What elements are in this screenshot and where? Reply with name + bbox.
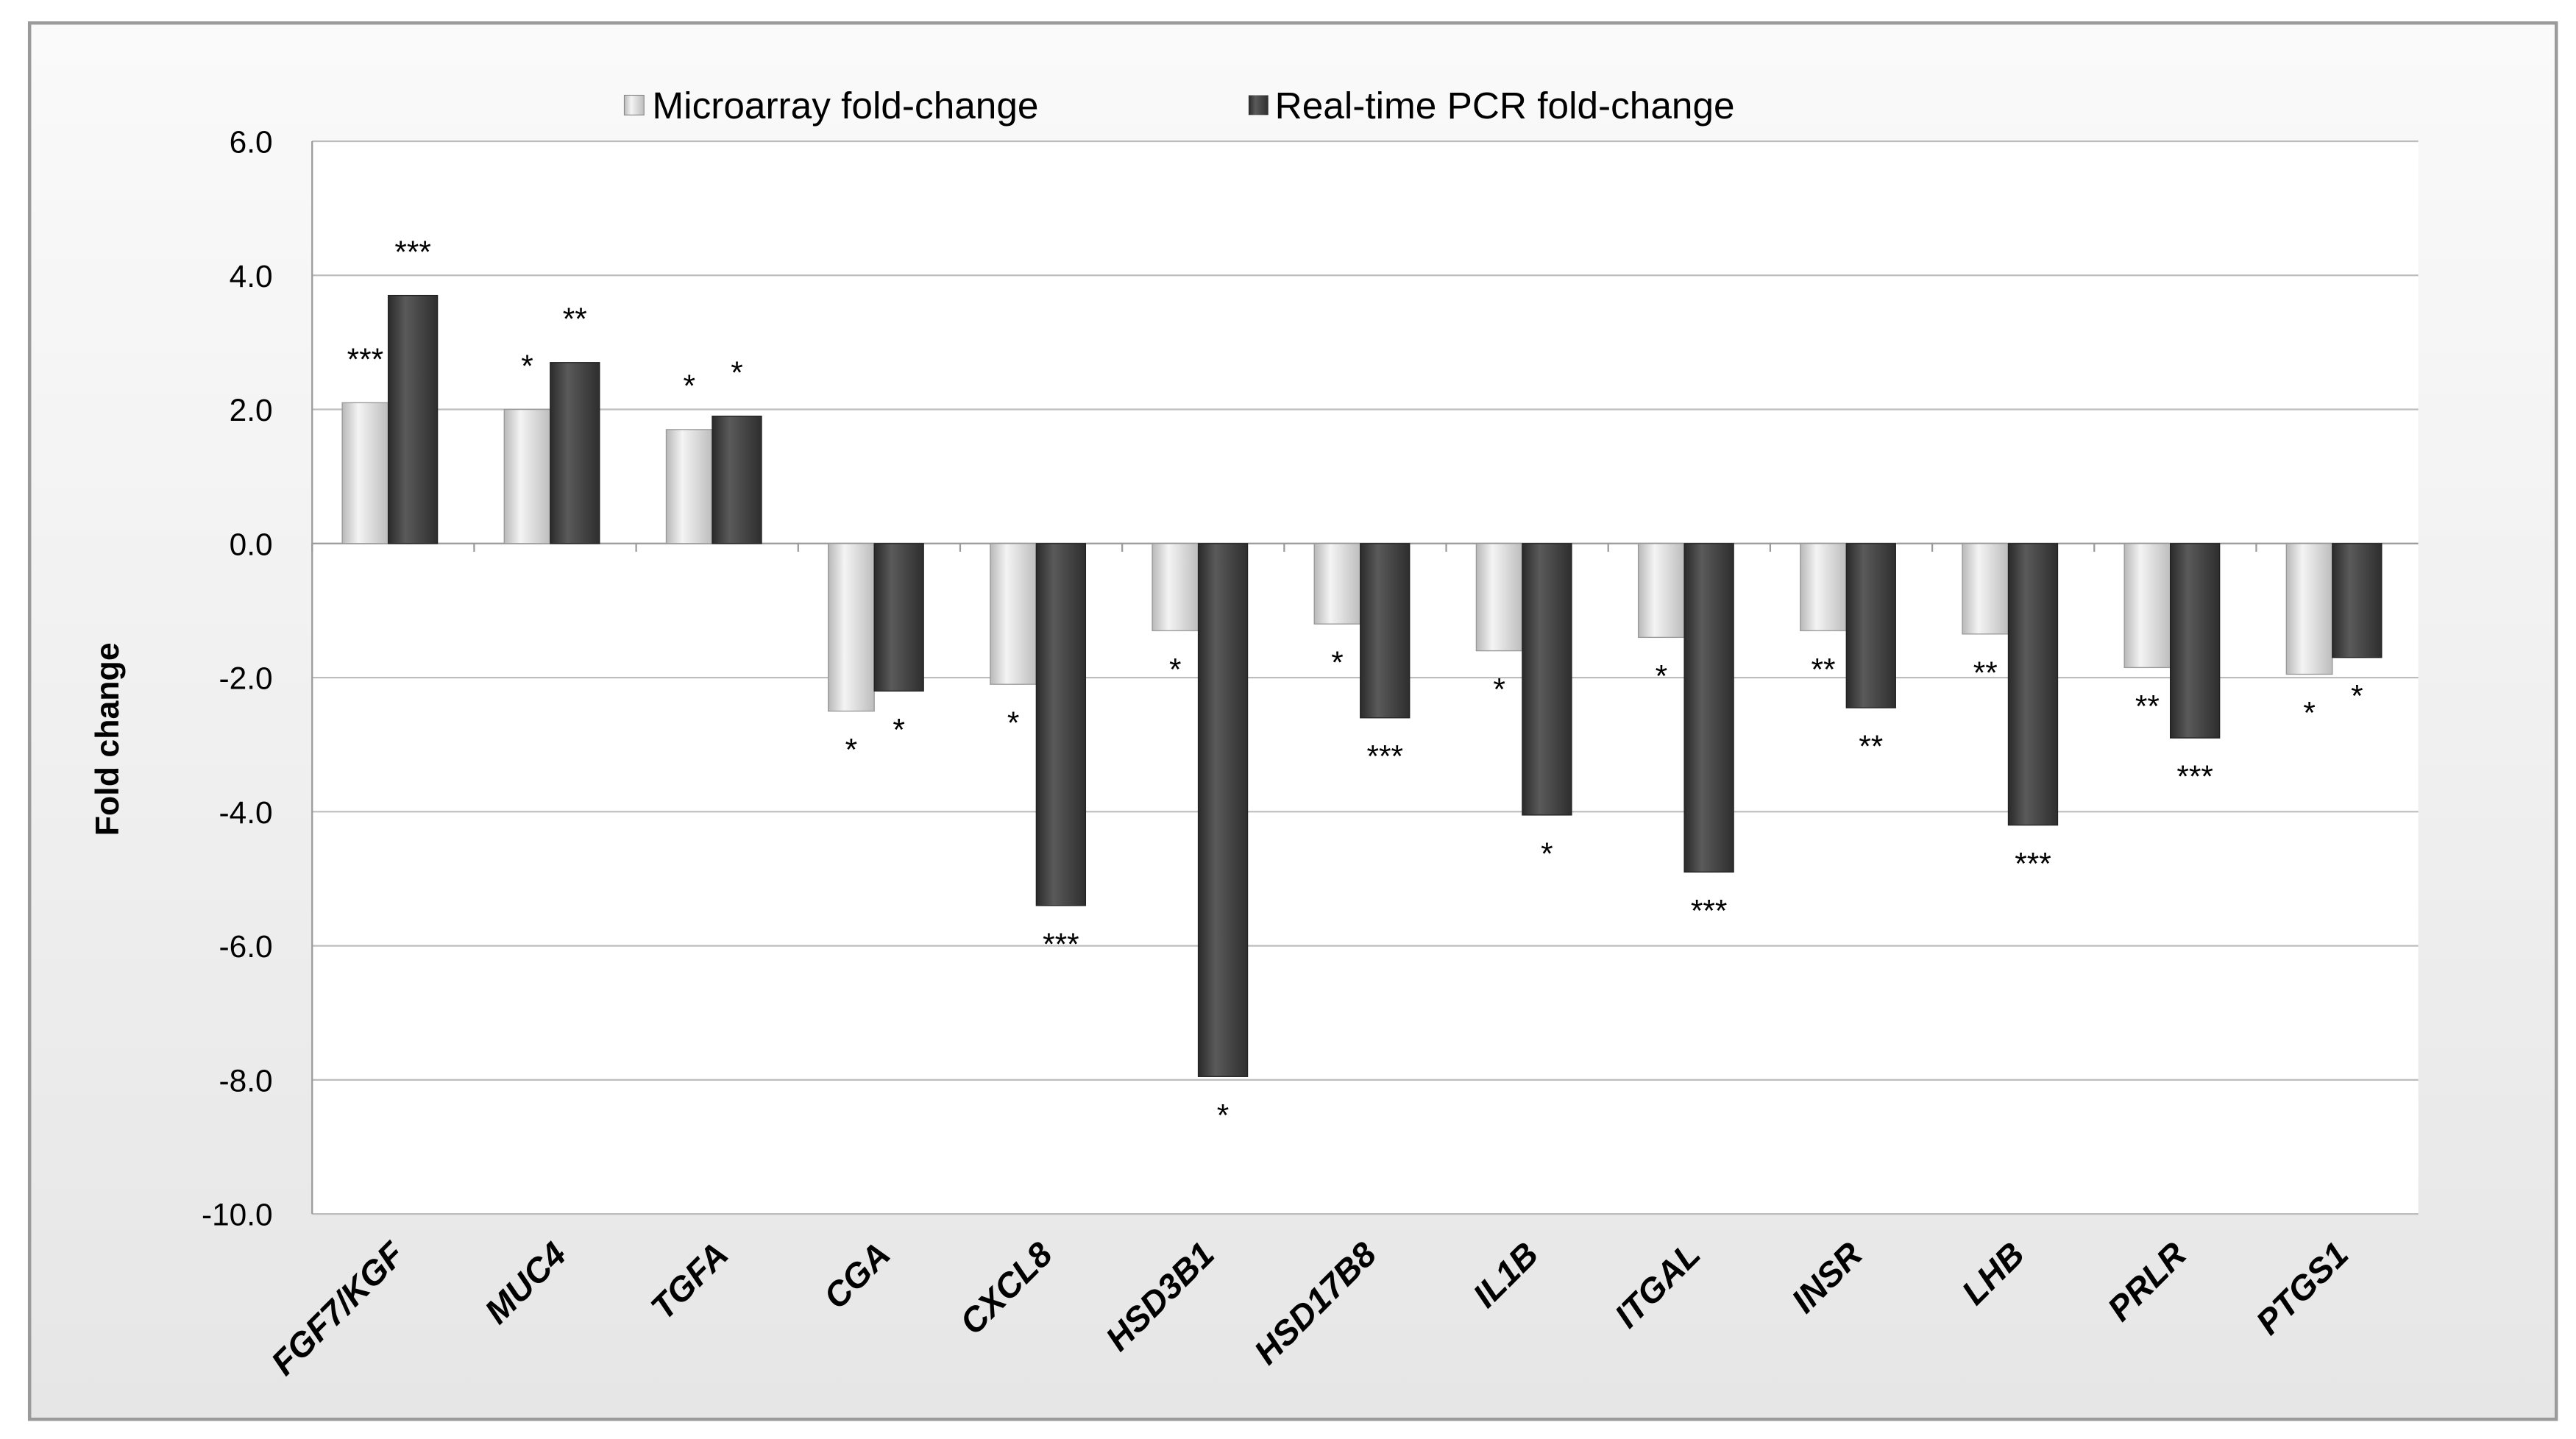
significance-label: * (683, 369, 695, 403)
y-tick-label: 4.0 (230, 259, 273, 294)
bar-microarray (503, 408, 551, 544)
y-tick-label: -10.0 (202, 1198, 273, 1232)
bar-pcr (2170, 543, 2221, 739)
bar-microarray (2285, 543, 2333, 675)
significance-label: ** (1973, 655, 1998, 690)
y-tick-label: -2.0 (219, 661, 273, 696)
legend-label-pcr: Real-time PCR fold-change (1275, 85, 1735, 127)
significance-label: *** (1691, 893, 1728, 928)
bar-microarray (1637, 543, 1685, 639)
bar-microarray (1962, 543, 2009, 635)
y-tick-label: 6.0 (230, 125, 273, 160)
significance-label: *** (1366, 739, 1403, 774)
bar-pcr (1845, 543, 1896, 708)
significance-label: * (731, 355, 743, 390)
legend-swatch-microarray (623, 94, 645, 116)
significance-label: ** (563, 302, 587, 336)
significance-label: * (1493, 672, 1505, 707)
y-axis-title: Fold change (90, 642, 126, 836)
bar-microarray (990, 543, 1037, 685)
significance-label: * (1541, 836, 1553, 871)
significance-label: * (893, 712, 905, 747)
bar-pcr (1522, 543, 1572, 816)
significance-label: * (1169, 652, 1182, 686)
significance-label: * (2303, 695, 2316, 730)
legend-label-microarray: Microarray fold-change (652, 85, 1038, 127)
bar-pcr (2007, 543, 2059, 826)
bar-pcr (1683, 543, 1734, 873)
bar-pcr (550, 362, 600, 544)
bar-microarray (1800, 543, 1847, 631)
significance-label: * (1656, 658, 1668, 693)
significance-label: ** (2135, 689, 2160, 723)
bar-pcr (712, 415, 762, 544)
bar-pcr (1197, 543, 1249, 1077)
bar-pcr (2332, 543, 2382, 658)
bar-pcr (873, 543, 924, 692)
significance-label: *** (394, 235, 431, 269)
significance-label: * (845, 733, 858, 767)
bar-microarray (827, 543, 875, 712)
bar-microarray (341, 402, 389, 544)
bar-microarray (2123, 543, 2171, 669)
significance-label: * (1331, 645, 1344, 680)
legend-swatch-pcr (1248, 95, 1269, 116)
significance-label: * (1007, 706, 1020, 740)
significance-label: ** (1812, 652, 1836, 686)
significance-label: *** (2015, 847, 2051, 881)
bar-microarray (1152, 543, 1199, 631)
significance-label: * (1217, 1098, 1230, 1132)
bar-microarray (1313, 543, 1361, 625)
y-tick-label: 2.0 (230, 393, 273, 427)
bar-microarray (665, 429, 713, 544)
bar-pcr (1360, 543, 1411, 719)
bar-pcr (387, 294, 439, 544)
significance-label: *** (1043, 927, 1079, 962)
bar-microarray (1475, 543, 1523, 652)
significance-label: *** (2176, 759, 2213, 794)
y-tick-label: 0.0 (230, 527, 273, 561)
significance-label: * (2351, 679, 2363, 714)
y-tick-label: -4.0 (219, 795, 273, 830)
bar-pcr (1035, 543, 1087, 906)
significance-label: * (521, 349, 533, 383)
legend: Microarray fold-change Real-time PCR fol… (623, 85, 1735, 127)
y-tick-label: -8.0 (219, 1063, 273, 1098)
significance-label: *** (347, 342, 384, 377)
y-tick-label: -6.0 (219, 929, 273, 964)
significance-label: ** (1859, 729, 1883, 764)
